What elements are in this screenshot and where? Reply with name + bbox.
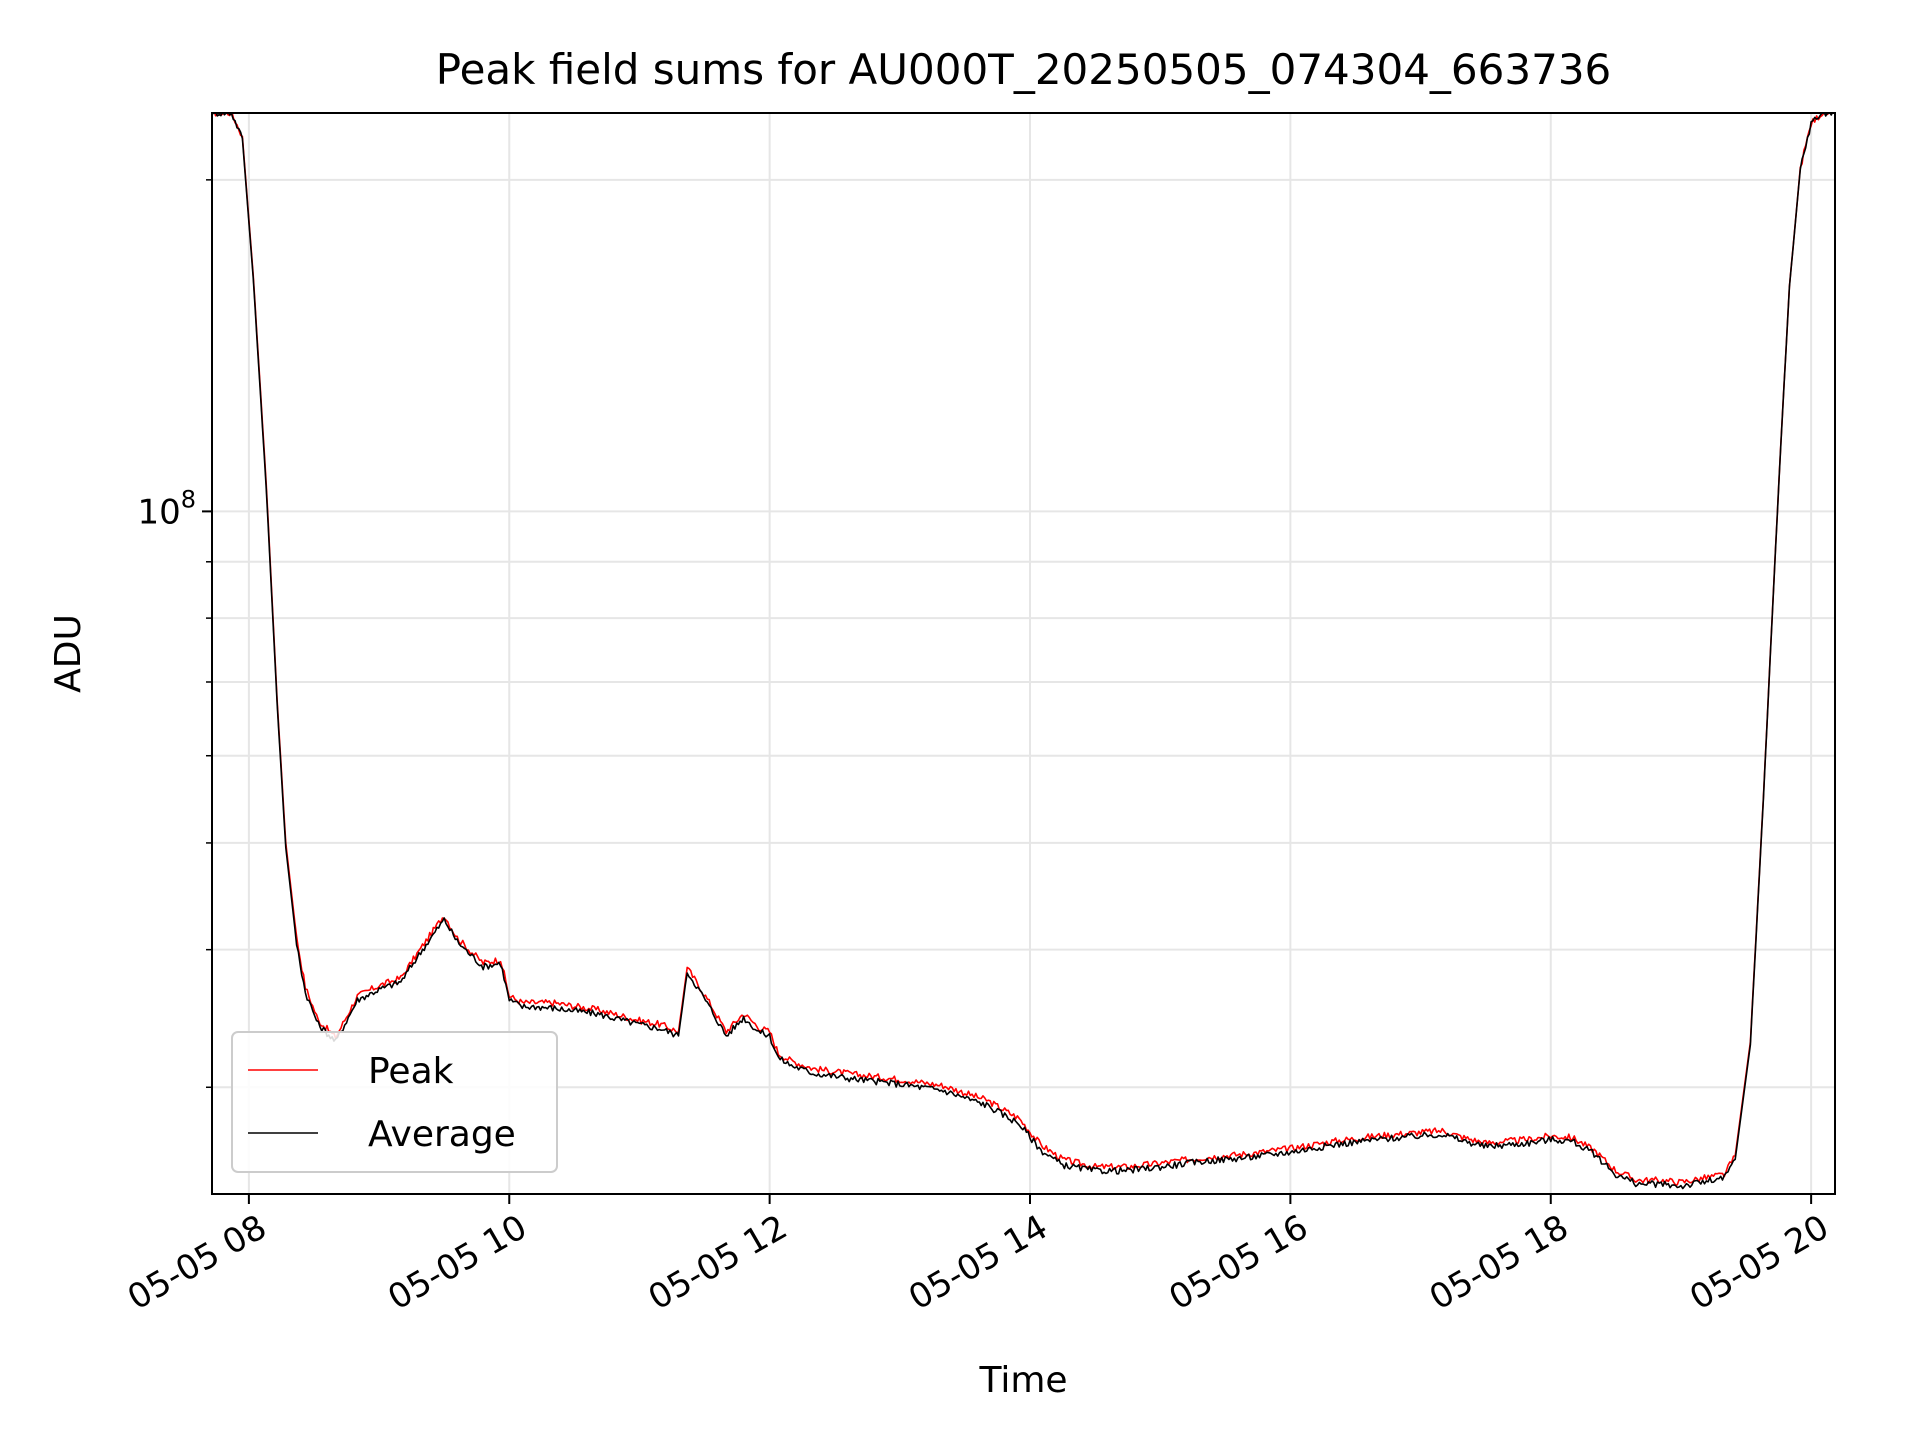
legend-label-average: Average [368, 1114, 516, 1155]
y-tick-label-exponent: 8 [181, 485, 196, 513]
plot-frame [211, 112, 1836, 1195]
x-tick-label: 05-05 08 [121, 1207, 273, 1318]
chart-title: Peak field sums for AU000T_20250505_0743… [436, 45, 1612, 94]
y-tick-label-base: 10 [137, 492, 180, 532]
grid-lines [212, 113, 1835, 1194]
x-tick-label: 05-05 20 [1683, 1207, 1835, 1318]
series-layer [212, 113, 1835, 1190]
y-tick-label: 108 [137, 485, 196, 532]
x-tick-label: 05-05 18 [1423, 1207, 1575, 1318]
x-tick-label: 05-05 12 [642, 1207, 794, 1318]
series-line-average [212, 113, 1835, 1190]
y-axis-title: ADU [48, 614, 89, 693]
series-line-peak [213, 113, 1835, 1186]
x-axis-title: Time [978, 1360, 1067, 1401]
legend-box [231, 1031, 558, 1173]
x-tick-label: 05-05 16 [1162, 1207, 1314, 1318]
x-tick-label: 05-05 10 [381, 1207, 533, 1318]
legend: Peak Average [231, 1031, 558, 1173]
legend-label-peak: Peak [368, 1051, 454, 1092]
x-tick-label: 05-05 14 [902, 1207, 1054, 1318]
